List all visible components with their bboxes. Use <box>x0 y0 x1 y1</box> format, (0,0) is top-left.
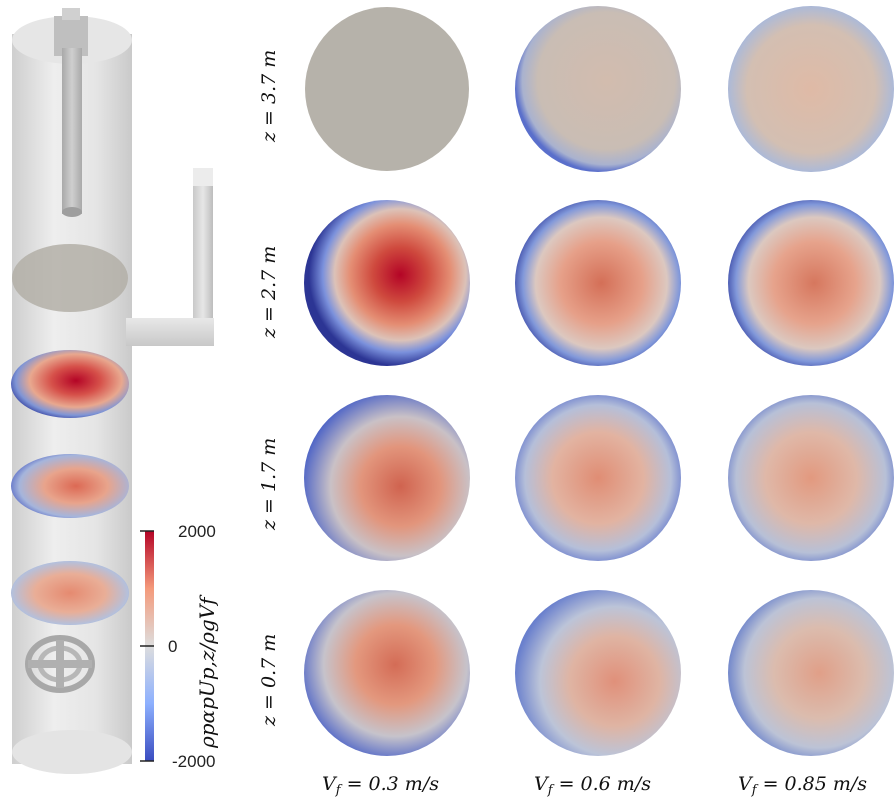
disc-r1-c1 <box>515 200 681 366</box>
column-labels: Vf = 0.3 m/s Vf = 0.6 m/s Vf = 0.85 m/s <box>322 773 867 798</box>
row-label-0: z = 3.7 m <box>258 50 280 143</box>
slice-top-gray <box>12 244 128 312</box>
disc-r0-c1 <box>515 6 681 172</box>
colorbar: 2000 0 -2000 ρpαpUp,z/ρgVf <box>140 522 219 771</box>
disc-grid <box>304 6 894 756</box>
disc-r1-c0 <box>304 200 470 366</box>
colorbar-min-label: -2000 <box>172 752 215 771</box>
colorbar-mid-label: 0 <box>168 637 177 656</box>
col-label-1: Vf = 0.6 m/s <box>534 773 651 798</box>
slice-lower <box>11 561 129 625</box>
disc-r1-c2 <box>728 200 894 366</box>
col-label-2: Vf = 0.85 m/s <box>738 773 867 798</box>
disc-r0-c0 <box>305 7 469 171</box>
disc-r3-c1 <box>515 590 681 756</box>
row-label-1: z = 2.7 m <box>258 246 280 339</box>
dip-pipe <box>62 48 82 214</box>
row-labels: z = 3.7 m z = 2.7 m z = 1.7 m z = 0.7 m <box>258 50 280 727</box>
disc-r2-c0 <box>304 395 470 561</box>
col-label-0: Vf = 0.3 m/s <box>322 773 439 798</box>
colorbar-quantity-label: ρpαpUp,z/ρgVf <box>195 594 219 749</box>
colorbar-max-label: 2000 <box>178 522 216 541</box>
column-schematic <box>11 8 214 774</box>
slice-upper <box>11 350 129 418</box>
disc-r3-c0 <box>304 590 470 756</box>
disc-r0-c2 <box>728 6 894 172</box>
side-outlet-horizontal <box>126 318 214 346</box>
disc-r2-c1 <box>515 395 681 561</box>
row-label-2: z = 1.7 m <box>258 438 280 531</box>
side-outlet-vertical <box>193 170 213 346</box>
disc-r2-c2 <box>728 395 894 561</box>
gas-distributor <box>25 635 95 693</box>
column-bottom-cap <box>12 730 132 774</box>
row-label-3: z = 0.7 m <box>258 634 280 727</box>
slice-middle <box>11 454 129 518</box>
disc-r3-c2 <box>728 590 894 756</box>
